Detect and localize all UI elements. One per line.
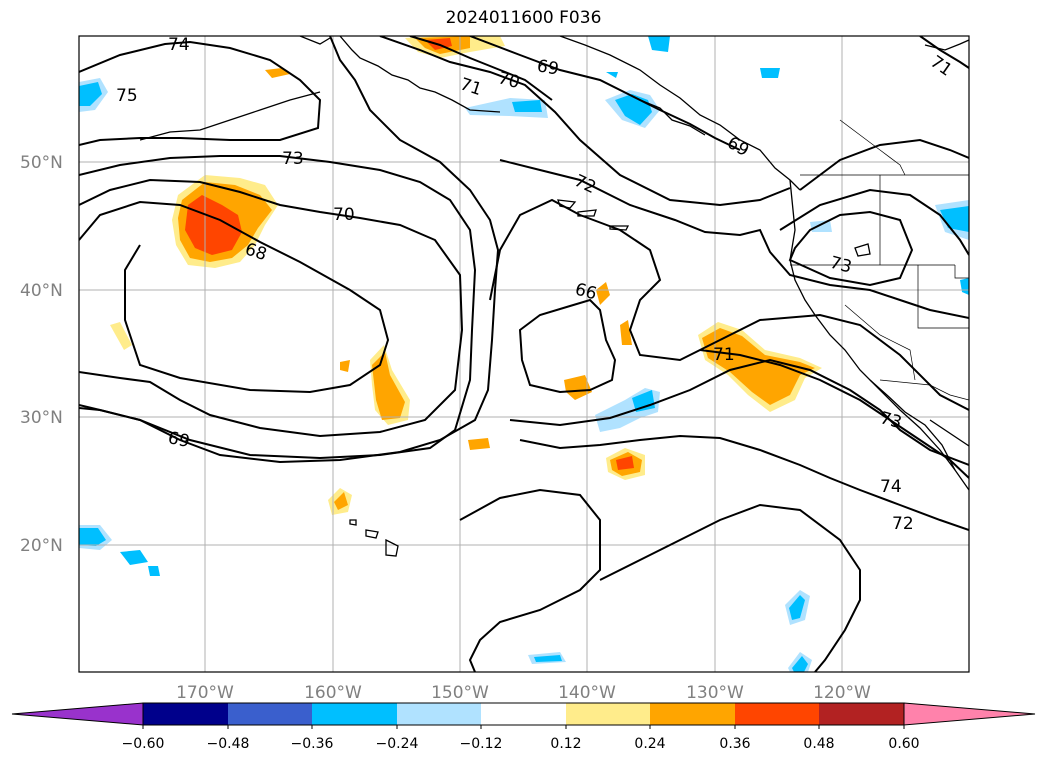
colorbar-segment xyxy=(819,703,904,725)
negative-anomaly-region xyxy=(606,72,618,78)
negative-anomaly-region xyxy=(792,656,808,672)
contour-label: 70 xyxy=(333,205,355,225)
contour-label: 69 xyxy=(166,428,191,452)
lon-label: 160°W xyxy=(304,683,362,703)
colorbar-segment xyxy=(143,703,228,725)
colorbar-tick-label: 0.60 xyxy=(888,736,919,752)
colorbar-tick-label: −0.36 xyxy=(291,736,334,752)
colorbar-tick-label: −0.48 xyxy=(207,736,250,752)
lon-label: 150°W xyxy=(431,683,489,703)
negative-anomaly-region xyxy=(512,100,542,112)
positive-anomaly-region xyxy=(468,438,490,450)
positive-anomaly-region xyxy=(185,195,242,255)
lat-label: 50°N xyxy=(20,153,63,173)
colorbar-segment xyxy=(312,703,397,725)
contour-label: 75 xyxy=(116,86,138,106)
negative-anomaly-region xyxy=(120,550,148,565)
positive-anomaly-region xyxy=(265,68,290,78)
positive-anomaly-region xyxy=(596,282,610,305)
colorbar-tick-label: 0.48 xyxy=(803,736,834,752)
positive-anomaly-region xyxy=(620,320,632,345)
positive-anomaly-region xyxy=(702,328,815,405)
colorbar-segment xyxy=(228,703,312,725)
negative-anomaly-region xyxy=(79,528,106,546)
colorbar-tick-label: −0.12 xyxy=(460,736,503,752)
negative-anomaly-region xyxy=(79,82,102,106)
colorbar-segment xyxy=(650,703,735,725)
negative-anomaly-region xyxy=(148,566,160,576)
map-frame xyxy=(78,35,970,673)
colorbar-extend-min xyxy=(11,702,144,726)
positive-anomaly-region xyxy=(564,375,592,400)
colorbar-segment xyxy=(397,703,481,725)
lon-label: 170°W xyxy=(176,683,234,703)
colorbar-segment xyxy=(566,703,650,725)
colorbar-tick-label: −0.24 xyxy=(376,736,419,752)
negative-anomaly-region xyxy=(960,278,969,295)
lat-label: 20°N xyxy=(20,536,63,556)
positive-anomaly-region xyxy=(340,360,350,372)
latitude-labels: 50°N 40°N 30°N 20°N xyxy=(20,153,63,556)
positive-anomaly-region xyxy=(110,322,132,350)
contour-label: 69 xyxy=(535,56,560,79)
map-background xyxy=(79,36,969,672)
negative-anomaly-region xyxy=(789,595,805,620)
gridlines xyxy=(79,36,969,672)
contour-label: 71 xyxy=(713,345,735,365)
negative-anomaly-region xyxy=(534,655,562,662)
lon-label: 140°W xyxy=(558,683,616,703)
positive-anomaly-region xyxy=(616,456,634,470)
colorbar: −0.60 −0.48 −0.36 −0.24 −0.12 0.12 0.24 … xyxy=(11,702,1036,752)
positive-anomaly-region xyxy=(372,352,405,420)
negative-anomaly-region xyxy=(810,220,832,232)
lon-label: 130°W xyxy=(686,683,744,703)
longitude-labels: 170°W 160°W 150°W 140°W 130°W 120°W xyxy=(176,683,871,703)
negative-anomaly-region xyxy=(648,36,670,52)
contour-label: 73 xyxy=(282,149,304,169)
colorbar-extend-max xyxy=(903,702,1036,726)
lat-label: 30°N xyxy=(20,408,63,428)
colorbar-tick-label: 0.12 xyxy=(550,736,581,752)
negative-anomaly-region xyxy=(632,390,655,412)
contour-label: 74 xyxy=(880,477,902,497)
colorbar-tick-label: 0.24 xyxy=(634,736,665,752)
positive-anomaly-region xyxy=(334,492,348,510)
negative-anomaly-region xyxy=(760,68,780,78)
colorbar-tick-label: 0.36 xyxy=(719,736,750,752)
lon-label: 120°W xyxy=(813,683,871,703)
map-title: 2024011600 F036 xyxy=(445,8,602,28)
political-boundaries xyxy=(790,119,969,401)
colorbar-segment xyxy=(735,703,819,725)
contour-label: 72 xyxy=(892,514,914,534)
lat-label: 40°N xyxy=(20,281,63,301)
colorbar-segment xyxy=(481,703,566,725)
contour-lines xyxy=(79,36,969,672)
colorbar-ticks xyxy=(142,725,905,729)
contour-label: 74 xyxy=(168,35,190,55)
colorbar-tick-label: −0.60 xyxy=(122,736,165,752)
